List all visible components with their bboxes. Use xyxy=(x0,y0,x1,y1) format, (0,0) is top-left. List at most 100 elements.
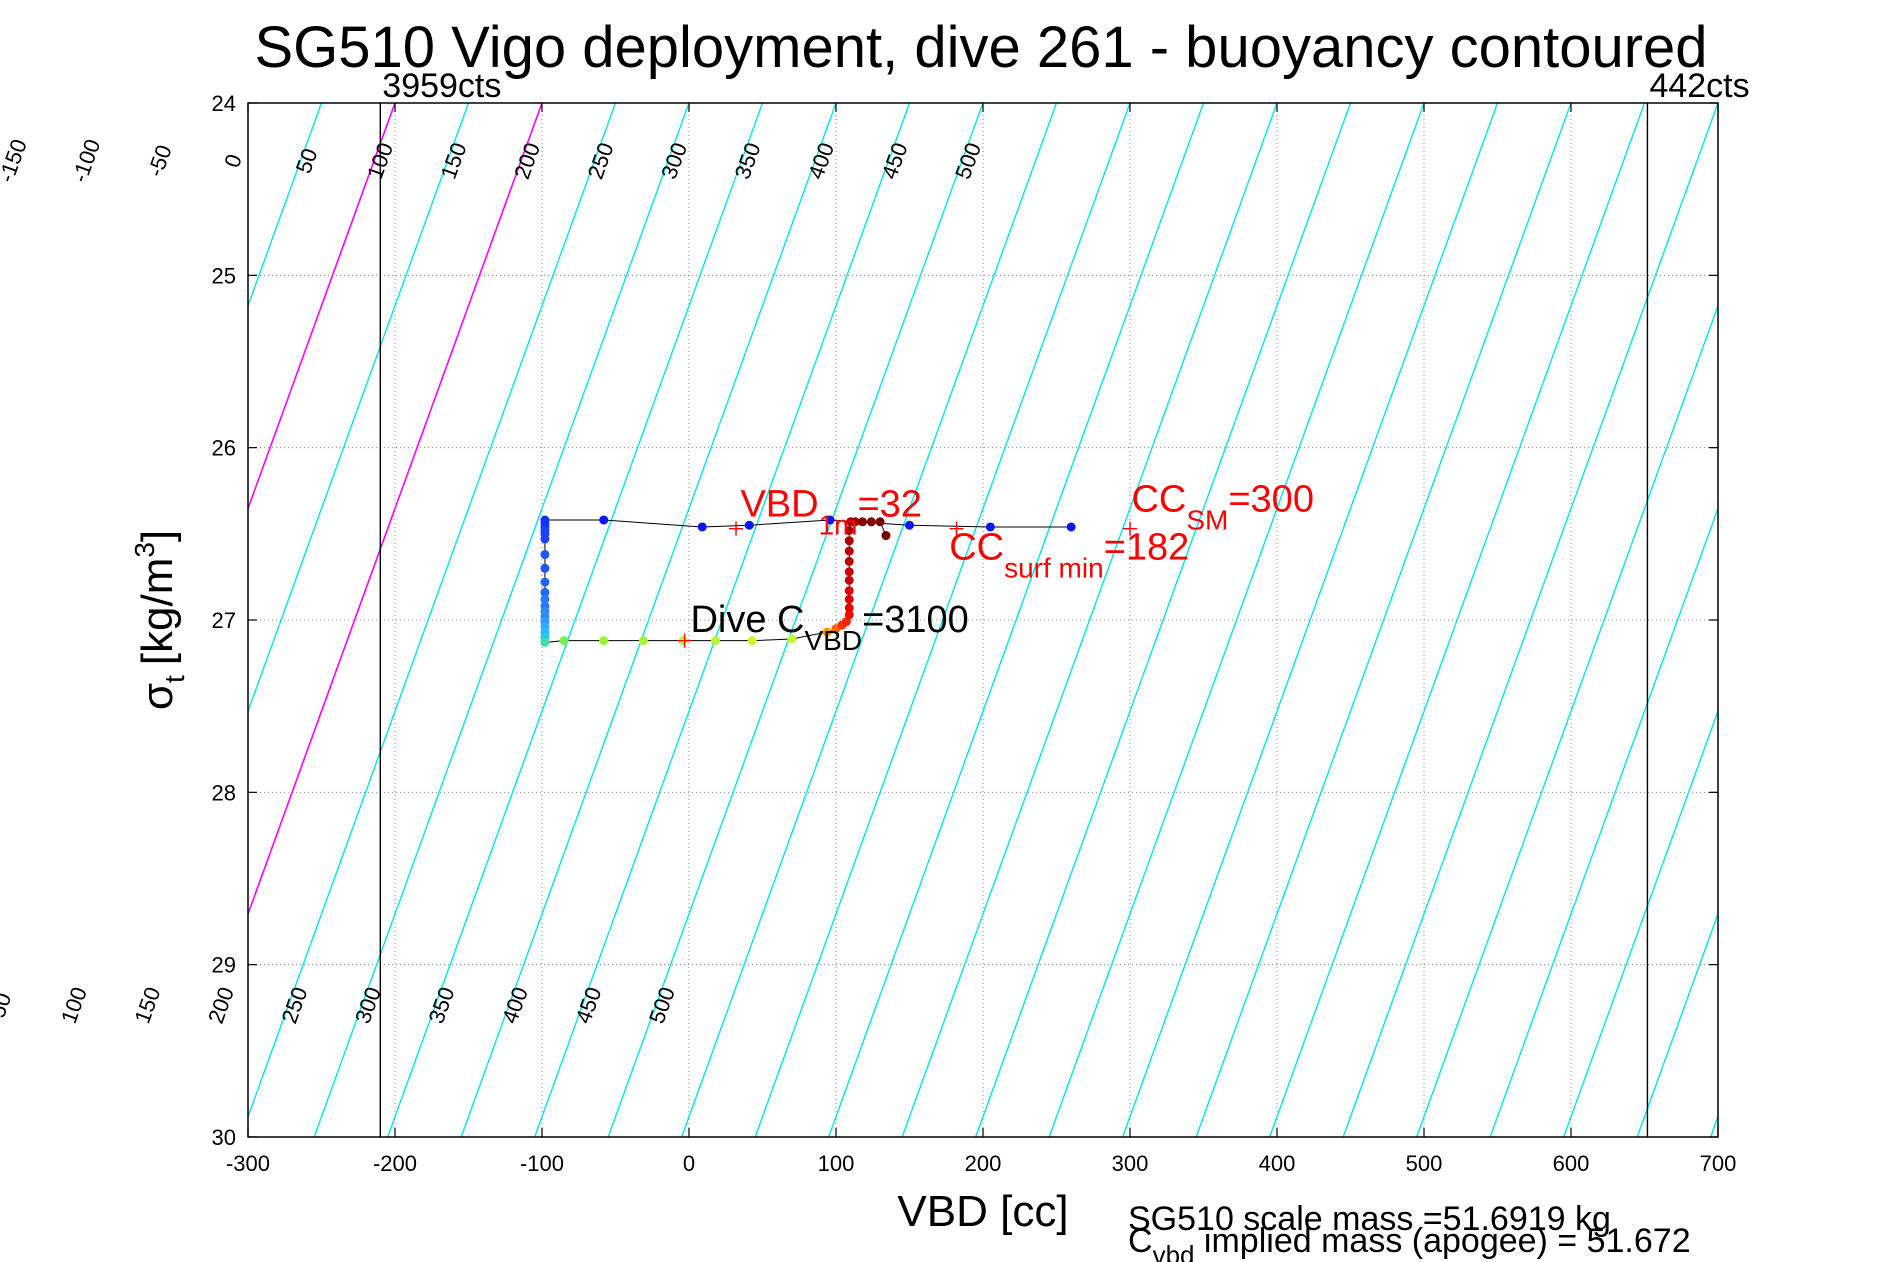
contour-line xyxy=(1121,103,1499,1137)
contour-label-bottom: 200 xyxy=(203,984,239,1027)
y-tick-label: 27 xyxy=(212,608,236,633)
y-tick-label: 30 xyxy=(212,1125,236,1150)
x-tick-label: 100 xyxy=(818,1151,855,1176)
x-tick-label: 600 xyxy=(1553,1151,1590,1176)
x-tick-label: 0 xyxy=(683,1151,695,1176)
contour-line xyxy=(248,103,543,917)
track-point xyxy=(850,517,860,527)
track-point xyxy=(844,594,854,604)
x-tick-label: 200 xyxy=(965,1151,1002,1176)
track-point xyxy=(540,550,550,560)
contour-label-bottom: 100 xyxy=(56,984,92,1027)
track-point xyxy=(844,603,854,613)
y-tick-label: 26 xyxy=(212,436,236,461)
annotation-text: CCSM=300 xyxy=(1131,478,1313,535)
y-tick-label: 24 xyxy=(212,91,236,116)
x-tick-label: -200 xyxy=(373,1151,417,1176)
contour-line xyxy=(754,103,1131,1137)
y-tick-label: 29 xyxy=(212,953,236,978)
contour-line xyxy=(901,103,1278,1137)
track-point xyxy=(825,515,835,525)
x-tick-label: 300 xyxy=(1112,1151,1149,1176)
contour-line xyxy=(0,103,101,1137)
contour-line xyxy=(313,103,690,1137)
contour-label-top: 150 xyxy=(436,139,472,182)
track-point xyxy=(697,522,707,532)
track-point xyxy=(599,515,609,525)
contour-label-bottom: 50 xyxy=(0,989,16,1021)
track-point xyxy=(710,636,720,646)
annotation-text: VBD1m=32 xyxy=(740,484,922,541)
contour-label-bottom: 500 xyxy=(644,984,680,1027)
contour-line xyxy=(1784,103,1891,1137)
track-point xyxy=(540,563,550,573)
track-point xyxy=(841,617,851,627)
vbd-limit-label: 442cts xyxy=(1649,67,1749,105)
contour-line xyxy=(248,103,323,308)
track-point xyxy=(822,627,832,637)
track-point xyxy=(540,594,550,604)
contour-label-top: 200 xyxy=(509,139,545,182)
contour-line xyxy=(0,103,28,1137)
x-tick-label: -100 xyxy=(520,1151,564,1176)
x-tick-label: 700 xyxy=(1700,1151,1737,1176)
track-point xyxy=(599,636,609,646)
contour-line xyxy=(1195,103,1572,1137)
track-point xyxy=(540,534,550,544)
track-point xyxy=(638,636,648,646)
contour-line xyxy=(607,103,984,1137)
y-axis-ticks: 24 25 26 27 28 29 30 xyxy=(212,91,1718,1150)
contour-label-bottom: 250 xyxy=(276,984,312,1027)
density-contours xyxy=(0,103,1891,1137)
contour-line xyxy=(1562,709,1718,1137)
contour-label-top: 50 xyxy=(291,145,323,177)
track-point xyxy=(844,536,854,546)
contour-line xyxy=(386,103,764,1137)
track-point xyxy=(744,520,754,530)
plus-marker xyxy=(949,521,964,536)
contour-line xyxy=(1342,103,1718,1137)
x-tick-label: -300 xyxy=(226,1151,270,1176)
contour-label-top: 300 xyxy=(656,139,692,182)
contour-line xyxy=(533,103,911,1137)
contour-label-top: 100 xyxy=(362,139,398,182)
contour-label-top: 450 xyxy=(877,139,913,182)
track-point xyxy=(844,556,854,566)
plus-marker xyxy=(677,633,692,648)
contour-label-top: -150 xyxy=(0,136,32,186)
track-point xyxy=(905,520,914,530)
contour-line xyxy=(248,103,470,714)
contour-label-top: -50 xyxy=(142,142,176,180)
contour-label-top: 500 xyxy=(950,139,986,182)
contour-line xyxy=(460,103,837,1137)
contour-line xyxy=(680,103,1058,1137)
x-tick-label: 500 xyxy=(1406,1151,1443,1176)
y-axis-label: σt[kg/m3] xyxy=(129,530,190,710)
dive-track xyxy=(540,515,1137,648)
contour-label-bottom: 400 xyxy=(497,984,533,1027)
x-axis-ticks: -300 -200 -100 0 100 200 300 400 500 600 700 xyxy=(226,103,1736,1176)
plus-marker xyxy=(729,521,744,536)
x-axis-label: VBD [cc] xyxy=(897,1187,1068,1236)
vbd-limit-label: 3959cts xyxy=(382,67,501,105)
annotation-text: CCsurf min=182 xyxy=(949,527,1189,584)
track-point xyxy=(844,546,854,556)
track-point xyxy=(857,517,867,527)
contour-line xyxy=(248,103,396,511)
track-point xyxy=(559,636,569,646)
contour-label-bottom: 150 xyxy=(129,984,165,1027)
track-point xyxy=(985,522,995,532)
track-point xyxy=(844,575,854,585)
track-point xyxy=(540,577,550,587)
track-point xyxy=(540,587,550,597)
y-tick-label: 28 xyxy=(212,780,236,805)
contour-label-top: 250 xyxy=(583,139,619,182)
contour-label-top: 350 xyxy=(730,139,766,182)
contour-line xyxy=(248,103,617,1119)
annotation-text: Dive CVBD=3100 xyxy=(690,599,968,656)
contour-label-bottom: 450 xyxy=(570,984,606,1027)
contour-line xyxy=(1709,1114,1718,1137)
implied-mass-text: Cvbd implied mass (apogee) = 51.672 xyxy=(1128,1222,1691,1262)
